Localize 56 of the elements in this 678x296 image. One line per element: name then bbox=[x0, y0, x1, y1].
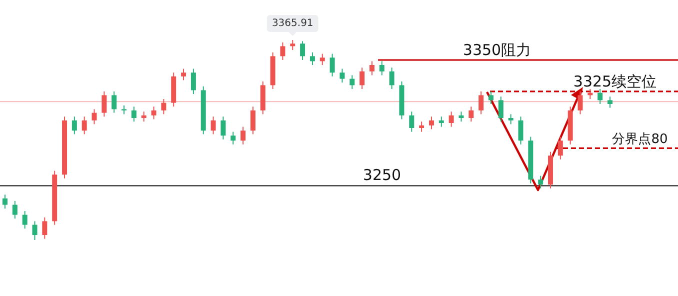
candlestick bbox=[102, 90, 107, 118]
candlestick bbox=[151, 106, 156, 120]
ref-line-label: 3350阻力 bbox=[462, 41, 532, 59]
candlestick bbox=[428, 116, 434, 130]
candlestick bbox=[340, 68, 345, 84]
candlestick bbox=[350, 74, 355, 90]
candlestick bbox=[280, 42, 286, 60]
candlestick bbox=[290, 40, 296, 50]
candlestick bbox=[161, 98, 166, 115]
ref-line-label: 3325续空位 bbox=[573, 72, 657, 90]
candlestick bbox=[190, 68, 196, 94]
candlestick bbox=[240, 126, 246, 145]
candlestick bbox=[379, 60, 384, 76]
candlestick bbox=[578, 90, 583, 115]
candlestick bbox=[320, 53, 325, 66]
candlestick bbox=[131, 106, 136, 122]
candlestick bbox=[32, 220, 38, 240]
candlestick bbox=[598, 88, 603, 104]
annotation: 3365.91 bbox=[266, 15, 318, 36]
candlestick bbox=[112, 90, 117, 114]
candlestick bbox=[389, 67, 394, 90]
ref-line-label: 分界点80 bbox=[612, 132, 668, 148]
candlestick bbox=[438, 116, 444, 128]
candlestick bbox=[82, 116, 87, 135]
candlestick bbox=[141, 111, 146, 122]
candlestick bbox=[369, 60, 374, 76]
candlestick bbox=[2, 194, 8, 210]
candlestick bbox=[181, 68, 186, 81]
candlestick bbox=[300, 40, 306, 60]
annotation: 3365.91 bbox=[272, 18, 314, 29]
candlestick bbox=[478, 90, 484, 115]
candlestick bbox=[330, 53, 335, 77]
candlestick bbox=[250, 106, 256, 135]
candlestick bbox=[42, 216, 48, 240]
candlestick bbox=[558, 136, 563, 160]
candlestick bbox=[468, 106, 474, 122]
candlestick bbox=[360, 67, 365, 90]
candlestick bbox=[488, 90, 494, 104]
candlestick bbox=[448, 111, 454, 128]
candlestick bbox=[220, 116, 226, 140]
candlestick bbox=[419, 121, 424, 132]
candlestick bbox=[458, 111, 464, 122]
candlestick bbox=[409, 111, 414, 132]
candlestick bbox=[538, 175, 544, 189]
candlestick bbox=[608, 96, 612, 108]
candlestick bbox=[22, 210, 28, 230]
candlestick bbox=[498, 96, 504, 122]
candlestick bbox=[92, 108, 97, 125]
candlestick bbox=[508, 114, 514, 125]
candlestick bbox=[72, 116, 77, 135]
candlestick bbox=[310, 52, 315, 66]
candlestick bbox=[12, 200, 18, 220]
candlestick bbox=[518, 116, 524, 145]
candlestick bbox=[210, 116, 216, 135]
annotation: 3250 bbox=[362, 166, 402, 184]
candlestick bbox=[230, 131, 236, 145]
